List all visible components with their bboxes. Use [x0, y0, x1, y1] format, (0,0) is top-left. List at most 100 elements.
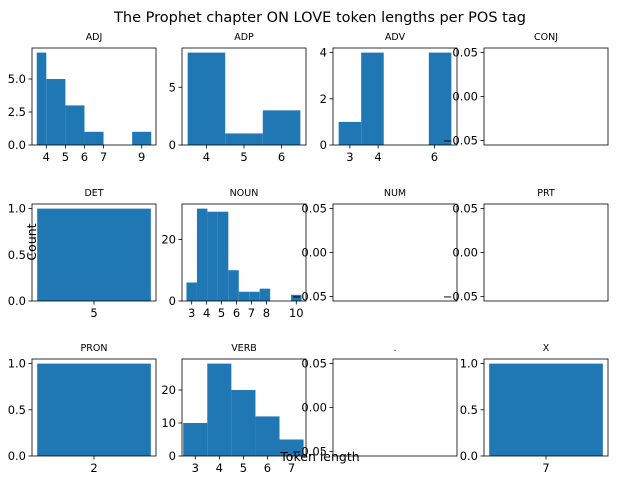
y-tick-label: 0.00	[452, 246, 478, 260]
subplot-title: VERB	[231, 343, 257, 354]
subplot-3: ADV 3 4 6 0 2 4	[320, 32, 458, 164]
histogram-bar	[207, 363, 232, 456]
x-tick-label: 5	[240, 150, 247, 164]
y-tick-label: 20	[161, 383, 176, 397]
x-tick-label: 4	[203, 306, 210, 320]
histogram-bar	[489, 363, 603, 456]
x-axis-label: Token length	[279, 449, 359, 464]
y-tick-label: −0.05	[443, 290, 478, 304]
y-tick-label: 0.00	[301, 401, 327, 415]
histogram-bar	[37, 363, 151, 456]
histogram-bar	[132, 131, 152, 145]
y-tick-label: 0.05	[301, 356, 327, 370]
x-tick-label: 4	[43, 150, 50, 164]
y-tick-label: 0.05	[452, 45, 478, 59]
x-tick-label: 5	[90, 306, 97, 320]
subplot-title: .	[393, 343, 396, 354]
y-tick-label: −0.05	[292, 290, 327, 304]
y-tick-label: 0	[169, 138, 176, 152]
histogram-bar	[187, 52, 226, 146]
y-tick-label: 0.0	[8, 449, 26, 463]
y-axis-label: Count	[24, 223, 39, 260]
subplot-6: NOUN 3 4 5 6 7 8 10 0 20	[161, 188, 307, 320]
subplot-11: . −0.05 0.00 0.05	[292, 343, 458, 459]
subplot-5: DET 5 0.0 0.5 1.0	[8, 188, 157, 320]
axes-frame	[181, 358, 307, 457]
y-tick-label: 0.0	[8, 294, 26, 308]
subplot-7: NUM −0.05 0.00 0.05	[292, 188, 458, 304]
subplot-4: CONJ −0.05 0.00 0.05	[443, 32, 609, 148]
x-tick-label: 10	[289, 306, 304, 320]
y-tick-label: 1.0	[8, 202, 26, 216]
x-tick-label: 6	[264, 461, 271, 475]
histogram-bar	[207, 211, 218, 301]
subplot-2: ADP 4 5 6 0 5	[169, 32, 307, 164]
subplot-9: PRON 2 0.0 0.5 1.0	[8, 343, 157, 475]
y-tick-label: 0	[169, 294, 176, 308]
histogram-bar	[183, 423, 208, 456]
y-tick-label: 0.00	[301, 246, 327, 260]
subplot-title: NOUN	[230, 188, 259, 199]
subplot-title: CONJ	[534, 32, 558, 43]
x-tick-label: 5	[62, 150, 69, 164]
histogram-bar	[186, 282, 197, 301]
x-tick-label: 7	[288, 461, 295, 475]
x-tick-label: 4	[203, 150, 210, 164]
y-tick-label: 0.5	[8, 403, 26, 417]
y-tick-label: 5	[169, 80, 176, 94]
x-tick-label: 4	[374, 150, 381, 164]
x-tick-label: 6	[81, 150, 88, 164]
subplot-title: NUM	[384, 188, 406, 199]
y-tick-label: −0.05	[443, 134, 478, 148]
y-tick-label: 0.0	[460, 449, 478, 463]
y-tick-label: 2.5	[8, 105, 26, 119]
y-tick-label: 4	[320, 46, 327, 60]
histogram-bar	[338, 121, 362, 145]
x-tick-label: 3	[192, 461, 199, 475]
subplot-title: DET	[84, 188, 103, 199]
x-tick-label: 7	[248, 306, 255, 320]
y-tick-label: 1.0	[8, 357, 26, 371]
histogram-bar	[196, 208, 208, 301]
x-tick-label: 3	[188, 306, 195, 320]
histogram-bar	[291, 294, 302, 301]
axes-frame	[31, 47, 157, 146]
histogram-bar	[217, 211, 229, 301]
y-tick-label: 10	[161, 416, 176, 430]
histogram-bar	[255, 416, 280, 456]
subplot-title: ADP	[234, 32, 254, 43]
y-tick-label: 5.0	[8, 72, 26, 86]
x-tick-label: 5	[218, 306, 225, 320]
y-tick-label: 0.0	[8, 138, 26, 152]
axes-frame	[332, 47, 458, 146]
subplot-title: ADJ	[86, 32, 103, 43]
y-tick-label: 0.05	[452, 201, 478, 215]
y-tick-label: 1.0	[460, 357, 478, 371]
subplot-title: PRT	[537, 188, 555, 199]
histogram-bar	[36, 52, 47, 146]
histogram-bar	[428, 52, 452, 146]
y-tick-label: −0.05	[292, 445, 327, 459]
x-tick-label: 4	[216, 461, 223, 475]
x-tick-label: 5	[240, 461, 247, 475]
x-tick-label: 3	[346, 150, 353, 164]
subplot-title: PRON	[81, 343, 108, 354]
histogram-bar	[46, 79, 66, 145]
histogram-bar	[238, 291, 250, 301]
subplot-12: X 7 0.0 0.5 1.0	[460, 343, 609, 475]
x-tick-label: 6	[431, 150, 438, 164]
x-tick-label: 2	[90, 461, 97, 475]
x-tick-label: 9	[138, 150, 145, 164]
histogram-bar	[259, 288, 271, 301]
y-tick-label: 0.00	[452, 90, 478, 104]
x-tick-label: 7	[542, 461, 549, 475]
y-tick-label: 0	[320, 138, 327, 152]
subplot-1: ADJ 4 5 6 7 9 0.0 2.5 5.0	[8, 32, 157, 164]
axes-frame	[181, 203, 307, 302]
histogram-bar	[228, 270, 239, 301]
y-tick-label: 2	[320, 92, 327, 106]
histogram-bar	[361, 52, 384, 146]
y-tick-label: 0.05	[301, 201, 327, 215]
x-tick-label: 8	[263, 306, 270, 320]
histogram-bar	[231, 390, 256, 456]
